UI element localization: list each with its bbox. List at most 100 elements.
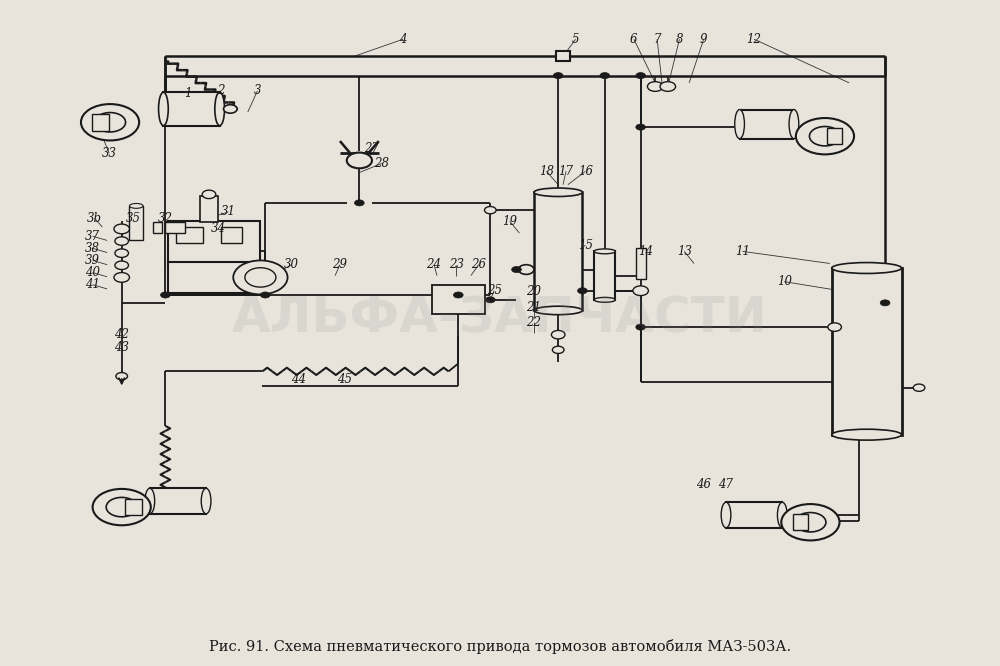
Text: 40: 40 (85, 266, 100, 279)
Bar (168, 262, 260, 292)
Circle shape (796, 118, 854, 155)
Bar (594, 251, 615, 300)
Circle shape (636, 124, 646, 130)
Circle shape (160, 292, 170, 298)
Ellipse shape (201, 488, 211, 513)
Text: 29: 29 (332, 258, 347, 271)
Text: 15: 15 (578, 239, 593, 252)
Ellipse shape (534, 188, 582, 196)
Ellipse shape (215, 93, 225, 126)
Circle shape (245, 268, 276, 287)
Ellipse shape (777, 502, 787, 527)
Circle shape (114, 272, 129, 282)
Circle shape (233, 260, 288, 294)
Circle shape (600, 73, 610, 79)
Circle shape (636, 73, 646, 79)
Circle shape (453, 292, 463, 298)
Text: 4: 4 (399, 33, 407, 46)
Ellipse shape (832, 262, 902, 274)
Circle shape (781, 504, 840, 540)
Circle shape (484, 206, 496, 214)
Text: 2: 2 (217, 85, 224, 97)
Bar (168, 221, 260, 267)
Ellipse shape (534, 306, 582, 314)
Circle shape (552, 346, 564, 354)
Bar (129, 206, 143, 240)
Bar (153, 222, 162, 232)
Text: 23: 23 (449, 258, 464, 271)
Text: 30: 30 (284, 258, 299, 271)
Circle shape (354, 200, 364, 206)
Text: 3b: 3b (87, 212, 102, 224)
Text: 20: 20 (526, 286, 541, 298)
Circle shape (115, 249, 128, 258)
Text: 19: 19 (502, 214, 517, 228)
Text: 26: 26 (471, 258, 486, 271)
Circle shape (636, 324, 646, 330)
Ellipse shape (594, 249, 615, 254)
Bar (432, 285, 485, 314)
Text: 12: 12 (747, 33, 762, 46)
Circle shape (347, 153, 372, 168)
Bar (200, 196, 218, 222)
Text: 17: 17 (558, 165, 573, 178)
Bar (125, 500, 142, 515)
Text: 28: 28 (374, 157, 389, 170)
Circle shape (913, 384, 925, 392)
Bar (793, 514, 808, 530)
Circle shape (578, 288, 587, 294)
Circle shape (224, 105, 237, 113)
Circle shape (880, 300, 890, 306)
Text: 8: 8 (676, 33, 683, 46)
Text: 10: 10 (777, 275, 792, 288)
Ellipse shape (721, 502, 731, 527)
Text: 32: 32 (158, 212, 173, 224)
Text: 35: 35 (126, 212, 141, 224)
Bar (534, 192, 582, 310)
Circle shape (115, 261, 128, 270)
Text: 7: 7 (653, 33, 661, 46)
Text: 25: 25 (487, 284, 502, 297)
Circle shape (202, 190, 216, 198)
Text: 27: 27 (364, 142, 379, 155)
Circle shape (116, 372, 128, 380)
Circle shape (828, 323, 841, 332)
Bar (165, 222, 185, 232)
Bar (832, 268, 902, 435)
Text: 44: 44 (291, 374, 306, 386)
Text: 46: 46 (696, 478, 711, 491)
Circle shape (260, 292, 270, 298)
Ellipse shape (145, 488, 155, 513)
Circle shape (633, 286, 648, 296)
Circle shape (518, 264, 534, 274)
Text: 47: 47 (719, 478, 734, 491)
Bar (827, 129, 842, 144)
Circle shape (93, 489, 151, 525)
Bar (740, 109, 793, 139)
Ellipse shape (159, 93, 168, 126)
Circle shape (106, 498, 137, 517)
Bar (150, 488, 206, 513)
Bar (163, 93, 220, 126)
Text: 45: 45 (337, 374, 352, 386)
Bar (176, 227, 203, 242)
Text: 31: 31 (221, 205, 236, 218)
Circle shape (81, 104, 139, 141)
Text: 9: 9 (700, 33, 707, 46)
Circle shape (485, 297, 495, 303)
Bar (92, 114, 109, 131)
Text: 42: 42 (114, 328, 129, 342)
Ellipse shape (735, 109, 744, 139)
Text: 41: 41 (85, 278, 100, 291)
Ellipse shape (789, 109, 799, 139)
Circle shape (115, 237, 128, 245)
Text: 1: 1 (184, 87, 191, 101)
Circle shape (660, 82, 676, 91)
Text: 33: 33 (102, 147, 117, 160)
Text: 39: 39 (85, 254, 100, 267)
Text: 24: 24 (427, 258, 442, 271)
Circle shape (512, 266, 521, 272)
Text: 18: 18 (539, 165, 554, 178)
Text: 21: 21 (526, 300, 541, 314)
Text: 6: 6 (630, 33, 638, 46)
